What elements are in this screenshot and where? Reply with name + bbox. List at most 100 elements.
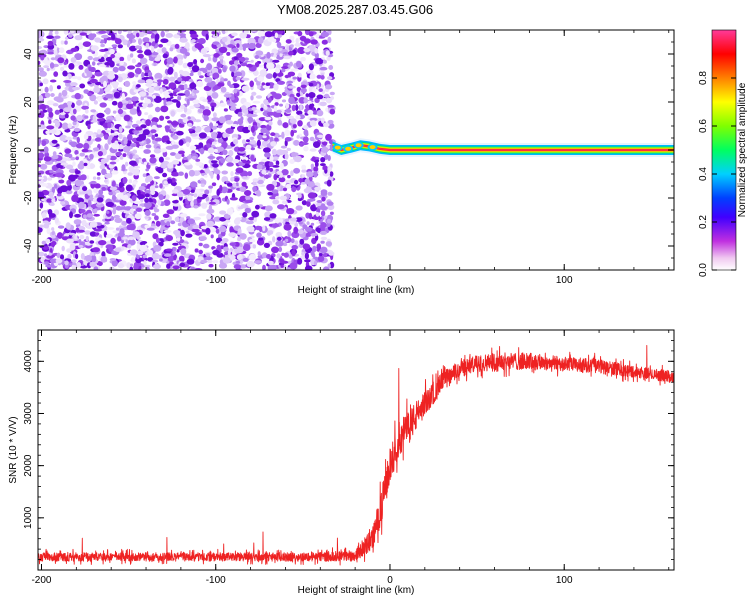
noise-speckle [177, 222, 182, 227]
noise-speckle [71, 264, 77, 270]
noise-speckle [303, 47, 311, 53]
noise-speckle [131, 58, 136, 64]
noise-speckle [227, 249, 231, 256]
noise-speckle [228, 232, 237, 238]
noise-speckle [229, 65, 236, 72]
x-tick-label: 100 [556, 575, 573, 586]
noise-speckle [83, 142, 90, 150]
noise-speckle [220, 245, 224, 250]
noise-speckle [150, 129, 157, 134]
noise-speckle [197, 70, 202, 76]
noise-speckle [108, 246, 113, 252]
noise-speckle [327, 263, 331, 269]
noise-speckle [299, 142, 304, 147]
noise-speckle [246, 260, 255, 268]
noise-speckle [111, 57, 120, 62]
noise-speckle [262, 135, 267, 139]
noise-speckle [263, 217, 271, 221]
noise-speckle [297, 120, 303, 127]
noise-speckle [38, 226, 43, 233]
noise-speckle [242, 244, 251, 251]
noise-speckle [73, 127, 81, 132]
noise-speckle [116, 34, 121, 38]
noise-speckle [151, 259, 159, 263]
noise-speckle [60, 201, 66, 205]
noise-speckle [112, 230, 120, 234]
noise-speckle [195, 39, 202, 43]
noise-speckle [211, 182, 217, 187]
noise-speckle [119, 56, 125, 62]
noise-speckle [140, 57, 148, 65]
noise-speckle [115, 114, 122, 122]
noise-speckle [212, 112, 217, 118]
noise-speckle [226, 182, 233, 187]
noise-speckle [187, 195, 193, 202]
noise-speckle [164, 157, 171, 161]
noise-speckle [151, 41, 156, 47]
noise-speckle [208, 187, 213, 194]
noise-speckle [159, 183, 163, 189]
noise-speckle [251, 91, 257, 96]
noise-speckle [46, 100, 55, 106]
noise-speckle [45, 238, 51, 244]
noise-speckle [145, 82, 154, 87]
noise-speckle [132, 168, 140, 176]
noise-speckle [198, 213, 206, 217]
noise-speckle [125, 184, 133, 192]
noise-speckle [211, 132, 217, 140]
noise-speckle [224, 219, 231, 223]
noise-speckle [127, 236, 135, 241]
noise-speckle [70, 157, 76, 161]
noise-speckle [57, 57, 65, 64]
noise-speckle [163, 180, 168, 185]
noise-speckle [213, 148, 218, 153]
noise-speckle [284, 74, 291, 79]
noise-speckle [117, 44, 124, 49]
noise-speckle [304, 252, 309, 260]
noise-speckle [92, 138, 96, 142]
noise-speckle [281, 200, 288, 204]
noise-speckle [188, 78, 194, 83]
noise-speckle [217, 83, 225, 87]
noise-speckle [274, 217, 283, 224]
noise-speckle [137, 250, 144, 256]
noise-speckle [319, 230, 327, 235]
noise-speckle [208, 201, 216, 205]
noise-speckle [327, 104, 335, 108]
noise-speckle [322, 266, 330, 270]
noise-speckle [162, 53, 168, 59]
noise-speckle [76, 262, 82, 268]
noise-speckle [176, 100, 181, 108]
noise-speckle [256, 238, 265, 246]
noise-speckle [42, 78, 49, 85]
noise-speckle [302, 224, 308, 229]
noise-speckle [49, 79, 57, 83]
noise-speckle [63, 107, 72, 113]
noise-speckle [144, 98, 151, 104]
snr-x-label: Height of straight line (km) [298, 585, 415, 596]
noise-speckle [185, 201, 190, 205]
noise-speckle [256, 80, 261, 87]
noise-speckle [115, 151, 122, 157]
noise-speckle [104, 48, 109, 52]
noise-speckle [160, 163, 167, 169]
noise-speckle [269, 213, 277, 219]
noise-speckle [313, 171, 318, 178]
noise-speckle [153, 263, 161, 270]
noise-speckle [294, 42, 302, 47]
noise-speckle [68, 168, 77, 174]
noise-speckle [286, 115, 294, 120]
noise-speckle [123, 139, 128, 145]
noise-speckle [89, 163, 95, 169]
noise-speckle [258, 64, 265, 68]
noise-speckle [154, 215, 159, 221]
noise-speckle [329, 91, 335, 96]
noise-speckle [237, 118, 244, 125]
noise-speckle [316, 202, 322, 207]
noise-speckle [254, 55, 260, 59]
noise-speckle [287, 85, 296, 89]
noise-speckle [190, 133, 198, 137]
noise-speckle [139, 145, 144, 149]
noise-speckle [257, 85, 261, 90]
noise-speckle [63, 30, 69, 35]
